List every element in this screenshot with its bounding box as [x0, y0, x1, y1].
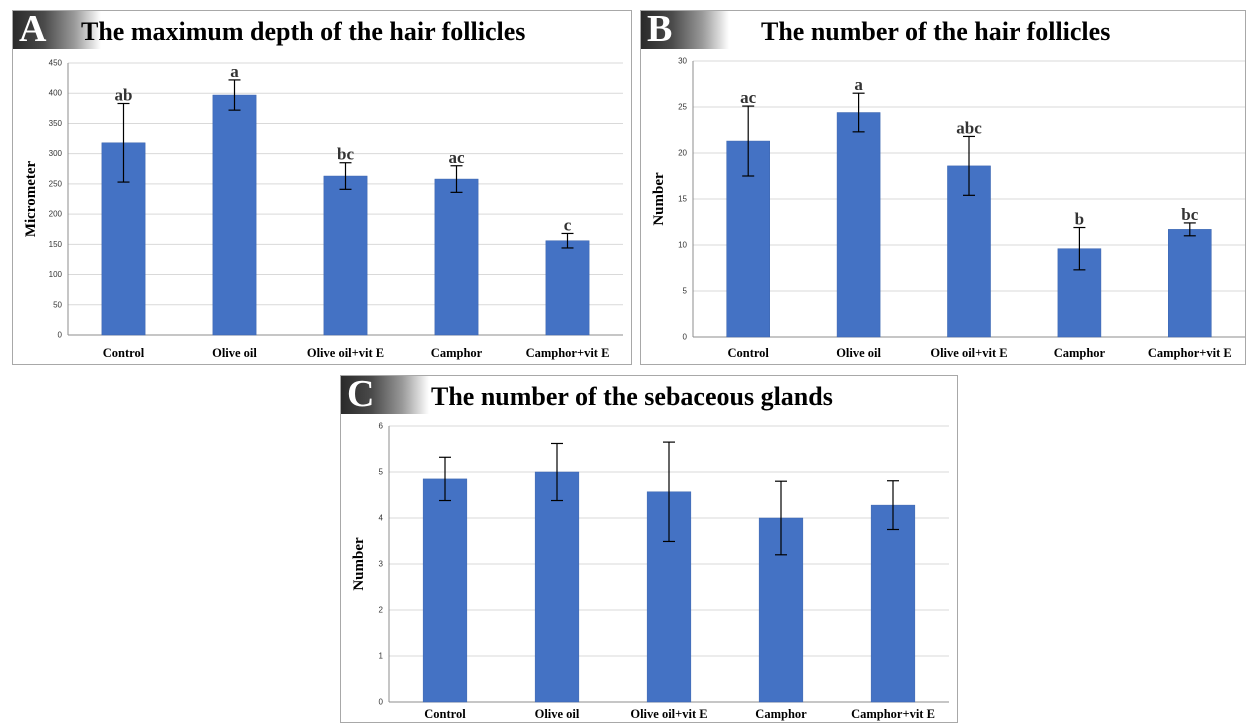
- x-tick-label: Olive oil: [836, 346, 881, 360]
- y-tick-label: 5: [683, 287, 688, 296]
- x-tick-label: Olive oil: [212, 346, 257, 360]
- y-tick-label: 20: [678, 149, 687, 158]
- chart-c-title: The number of the sebaceous glands: [431, 382, 833, 411]
- significance-letter: ab: [115, 85, 133, 104]
- x-tick-label: Control: [424, 707, 466, 721]
- significance-letter: bc: [1181, 205, 1198, 224]
- x-tick-label: Olive oil+vit E: [930, 346, 1007, 360]
- bar: [1168, 229, 1212, 338]
- bar: [545, 240, 590, 336]
- y-tick-label: 200: [49, 210, 63, 219]
- y-axis-label: Number: [651, 172, 667, 226]
- x-tick-label: Camphor+vit E: [851, 707, 935, 721]
- significance-letter: ac: [740, 88, 757, 107]
- significance-letter: c: [564, 215, 572, 234]
- significance-letter: abc: [956, 118, 982, 137]
- y-tick-label: 50: [53, 300, 62, 309]
- bar: [870, 504, 916, 703]
- significance-letter: a: [230, 62, 239, 81]
- chart-panel-c: 0 1 2 3 4 5 6 Number Control Olive oil Olive oil+v…: [340, 373, 958, 723]
- y-tick-label: 6: [379, 422, 384, 431]
- panel-letter-a: A: [19, 8, 47, 50]
- y-tick-label: 450: [49, 59, 63, 68]
- x-tick-label: Olive oil: [535, 707, 580, 721]
- x-tick-label: Control: [103, 346, 145, 360]
- significance-letter: bc: [337, 145, 354, 164]
- y-tick-label: 10: [678, 241, 687, 250]
- y-tick-label: 4: [379, 514, 384, 523]
- x-tick-label: Camphor: [431, 346, 483, 360]
- chart-panel-a: 0 50 100 150 200 250 300 350 400 450 Micrometer ab C…: [12, 8, 632, 365]
- bar: [323, 175, 368, 336]
- panel-letter-badge: C: [341, 373, 429, 415]
- y-tick-label: 0: [58, 331, 63, 340]
- chart-a-title: The maximum depth of the hair follicles: [81, 17, 526, 46]
- y-tick-label: 15: [678, 195, 687, 204]
- y-tick-label: 3: [379, 560, 384, 569]
- y-tick-label: 350: [49, 119, 63, 128]
- x-tick-label: Camphor: [1054, 346, 1106, 360]
- panel-letter-badge: B: [641, 8, 729, 50]
- chart-b-svg: 0 5 10 15 20 25 30 Number ac Control a Olive oil abc…: [651, 57, 1245, 360]
- x-tick-label: Olive oil+vit E: [630, 707, 707, 721]
- bar: [434, 178, 479, 336]
- y-tick-label: 0: [683, 333, 688, 342]
- bar: [836, 112, 881, 338]
- y-tick-label: 1: [379, 652, 384, 661]
- y-tick-label: 100: [49, 270, 63, 279]
- bar: [212, 94, 257, 336]
- significance-letter: ac: [448, 148, 465, 167]
- chart-a-svg: 0 50 100 150 200 250 300 350 400 450 Micrometer ab C…: [23, 59, 623, 360]
- y-tick-label: 5: [379, 468, 384, 477]
- y-tick-label: 25: [678, 103, 687, 112]
- y-tick-label: 250: [49, 179, 63, 188]
- x-tick-label: Olive oil+vit E: [307, 346, 384, 360]
- y-tick-label: 2: [379, 606, 384, 615]
- y-tick-label: 300: [49, 149, 63, 158]
- x-tick-label: Control: [727, 346, 769, 360]
- panel-letter-b: B: [647, 8, 673, 50]
- chart-b-title: The number of the hair follicles: [761, 17, 1111, 46]
- y-tick-label: 400: [49, 89, 63, 98]
- bar: [422, 478, 468, 703]
- y-axis-label: Micrometer: [23, 160, 39, 237]
- x-tick-label: Camphor: [755, 707, 807, 721]
- x-tick-label: Camphor+vit E: [1148, 346, 1232, 360]
- y-tick-label: 30: [678, 57, 687, 66]
- chart-panel-b: 0 5 10 15 20 25 30 Number ac Control a Olive oil abc…: [640, 8, 1246, 365]
- panel-letter-badge: A: [13, 8, 101, 50]
- significance-letter: b: [1075, 210, 1084, 229]
- bar: [534, 471, 580, 703]
- y-axis-label: Number: [351, 537, 367, 591]
- panel-letter-c: C: [347, 373, 375, 415]
- chart-c-svg: 0 1 2 3 4 5 6 Number Control Olive oil Olive oil+v…: [351, 422, 949, 721]
- x-tick-label: Camphor+vit E: [526, 346, 610, 360]
- y-tick-label: 0: [379, 698, 384, 707]
- y-tick-label: 150: [49, 240, 63, 249]
- significance-letter: a: [854, 75, 863, 94]
